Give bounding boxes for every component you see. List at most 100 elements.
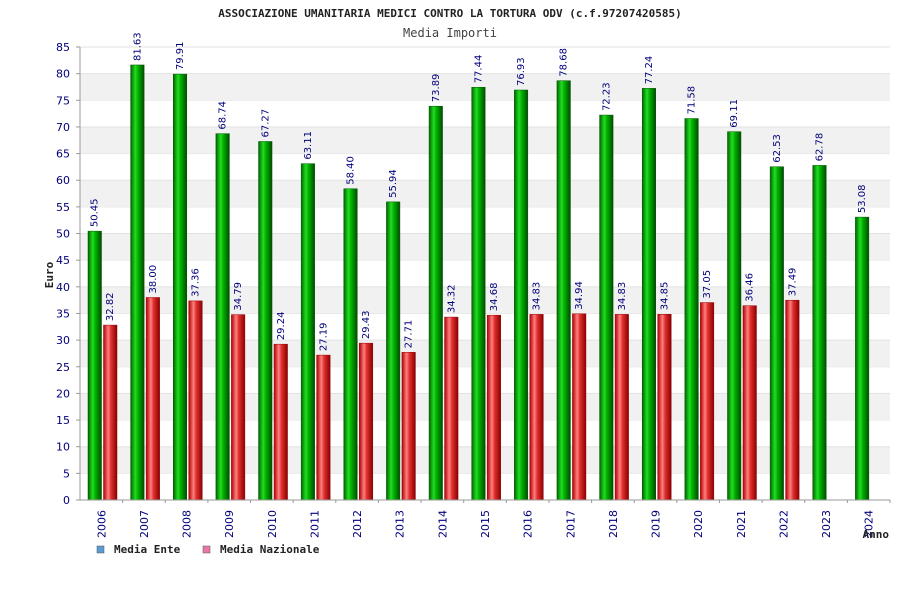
y-tick-label: 80 [56,68,70,81]
value-label: 38.00 [148,265,159,294]
x-tick-label: 2011 [308,510,321,538]
y-tick-label: 0 [63,494,70,507]
x-tick-label: 2012 [351,510,364,538]
y-tick-label: 5 [63,467,70,480]
value-label: 32.82 [105,292,116,321]
bar-media-nazionale-2012 [359,342,374,501]
bar-media-nazionale-2011 [316,354,331,501]
value-label: 62.78 [814,133,825,162]
legend: Media Ente Media Nazionale [96,543,320,556]
x-tick-label: 2009 [223,510,236,538]
bar-media-nazionale-2013 [401,352,416,501]
value-label: 72.23 [601,82,612,111]
value-label: 71.58 [687,86,698,115]
y-tick-label: 15 [56,414,70,427]
value-label: 67.27 [260,109,271,138]
value-label: 36.46 [745,273,756,302]
bar-media-nazionale-2019 [657,314,672,501]
x-tick-label: 2021 [735,510,748,538]
bar-media-ente-2023 [812,165,827,501]
bar-media-ente-2006 [87,230,102,501]
x-tick-label: 2018 [607,510,620,538]
bar-media-nazionale-2014 [444,316,459,501]
bar-media-ente-2013 [386,201,401,501]
value-label: 73.89 [431,74,442,103]
y-tick-label: 45 [56,254,70,267]
value-label: 68.74 [218,101,229,130]
y-tick-label: 10 [56,441,70,454]
bar-media-ente-2011 [300,163,315,501]
bar-media-ente-2019 [641,88,656,501]
bar-media-nazionale-2015 [486,314,501,501]
x-tick-label: 2016 [522,510,535,538]
bar-media-ente-2024 [855,216,870,501]
legend-label-media-nazionale: Media Nazionale [220,543,320,556]
x-tick-label: 2006 [95,510,108,538]
bar-media-nazionale-2008 [188,300,203,501]
x-axis-label: Anno [863,528,890,541]
value-label: 81.63 [132,32,143,61]
value-label: 27.71 [404,320,415,349]
bar-media-nazionale-2017 [572,313,587,501]
x-tick-label: 2015 [479,510,492,538]
bar-media-ente-2022 [769,166,784,501]
legend-label-media-ente: Media Ente [114,543,181,556]
bar-media-nazionale-2007 [145,297,160,501]
x-tick-label: 2019 [650,510,663,538]
bar-media-nazionale-2010 [273,343,288,501]
bar-media-ente-2021 [727,131,742,501]
x-tick-label: 2008 [181,510,194,538]
bar-media-ente-2020 [684,118,699,501]
value-label: 27.19 [318,322,329,351]
y-tick-label: 35 [56,307,70,320]
x-tick-label: 2010 [266,510,279,538]
x-tick-label: 2022 [777,510,790,538]
bar-media-ente-2015 [471,87,486,501]
bar-media-ente-2009 [215,133,230,501]
value-label: 29.24 [276,312,287,341]
value-label: 37.36 [191,268,202,297]
x-tick-label: 2013 [394,510,407,538]
bar-media-nazionale-2022 [785,299,800,501]
value-label: 55.94 [388,169,399,198]
y-tick-label: 50 [56,228,70,241]
bars-group [87,64,870,501]
value-label: 62.53 [772,134,783,163]
value-label: 63.11 [303,131,314,160]
y-tick-label: 30 [56,334,70,347]
value-label: 58.40 [346,156,357,185]
value-labels: 50.45 32.82 81.63 38.00 79.91 37.36 68.74 34.79… [90,32,868,351]
bar-media-ente-2012 [343,188,358,501]
bar-media-ente-2008 [173,73,188,501]
bar-media-nazionale-2009 [231,314,246,501]
value-label: 37.49 [787,268,798,297]
x-tick-label: 2023 [820,510,833,538]
value-label: 34.83 [617,282,628,311]
value-label: 29.43 [361,311,372,340]
bar-media-nazionale-2006 [103,324,118,501]
bar-media-ente-2017 [556,80,571,501]
bar-media-ente-2016 [514,89,529,501]
chart-subtitle: Media Importi [403,26,497,40]
bar-media-nazionale-2021 [742,305,757,501]
value-label: 69.11 [729,99,740,128]
y-axis-ticks: 0 5 10 15 20 25 30 35 40 45 50 55 60 65 70 75 80 85 [56,41,80,507]
y-axis-label: Euro [43,261,56,288]
value-label: 34.94 [574,281,585,310]
value-label: 34.85 [659,282,670,311]
y-tick-label: 70 [56,121,70,134]
value-label: 76.93 [516,57,527,86]
x-tick-label: 2020 [692,510,705,538]
bar-media-ente-2010 [258,141,273,501]
y-tick-label: 40 [56,281,70,294]
x-tick-label: 2017 [564,510,577,538]
value-label: 79.91 [175,41,186,70]
value-label: 77.24 [644,56,655,85]
y-tick-label: 20 [56,387,70,400]
value-label: 34.83 [532,282,543,311]
y-tick-label: 55 [56,201,70,214]
value-label: 53.08 [857,184,868,213]
y-tick-label: 65 [56,148,70,161]
x-tick-label: 2007 [138,510,151,538]
value-label: 34.68 [489,283,500,312]
